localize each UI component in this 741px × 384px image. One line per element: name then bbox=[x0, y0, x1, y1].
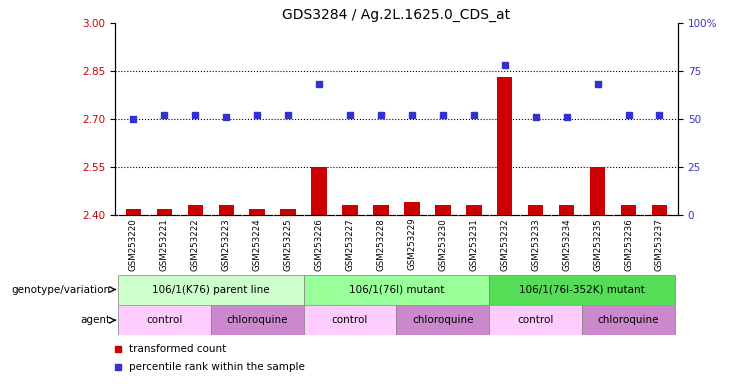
Text: transformed count: transformed count bbox=[129, 344, 226, 354]
Bar bbox=[118, 275, 304, 305]
Bar bbox=[466, 205, 482, 215]
Point bbox=[190, 112, 202, 118]
Text: GSM253227: GSM253227 bbox=[345, 218, 354, 271]
Text: GSM253233: GSM253233 bbox=[531, 218, 540, 271]
Bar bbox=[118, 305, 210, 335]
Bar bbox=[126, 209, 141, 215]
Text: percentile rank within the sample: percentile rank within the sample bbox=[129, 362, 305, 372]
Text: GSM253231: GSM253231 bbox=[469, 218, 478, 271]
Text: chloroquine: chloroquine bbox=[412, 315, 473, 325]
Point bbox=[468, 112, 479, 118]
Point bbox=[282, 112, 294, 118]
Bar bbox=[528, 205, 543, 215]
Text: 106/1(76I-352K) mutant: 106/1(76I-352K) mutant bbox=[519, 285, 645, 295]
Text: GSM253229: GSM253229 bbox=[408, 218, 416, 270]
Text: GSM253225: GSM253225 bbox=[284, 218, 293, 271]
Text: 106/1(76I) mutant: 106/1(76I) mutant bbox=[349, 285, 444, 295]
Bar bbox=[652, 205, 667, 215]
Text: control: control bbox=[146, 315, 182, 325]
Bar bbox=[156, 209, 172, 215]
Point bbox=[127, 116, 139, 122]
Bar bbox=[373, 205, 389, 215]
Point bbox=[251, 112, 263, 118]
Point bbox=[406, 112, 418, 118]
Bar bbox=[311, 167, 327, 215]
Bar bbox=[396, 305, 489, 335]
Bar bbox=[219, 205, 234, 215]
Text: chloroquine: chloroquine bbox=[227, 315, 288, 325]
Bar bbox=[342, 205, 358, 215]
Text: GSM253236: GSM253236 bbox=[624, 218, 633, 271]
Point bbox=[561, 114, 573, 120]
Text: GSM253230: GSM253230 bbox=[439, 218, 448, 271]
Point bbox=[591, 81, 603, 88]
Bar bbox=[489, 275, 675, 305]
Text: GSM253220: GSM253220 bbox=[129, 218, 138, 271]
Text: 106/1(K76) parent line: 106/1(K76) parent line bbox=[152, 285, 270, 295]
Bar bbox=[250, 209, 265, 215]
Point bbox=[654, 112, 665, 118]
Point bbox=[437, 112, 449, 118]
Text: GSM253232: GSM253232 bbox=[500, 218, 509, 271]
Point bbox=[220, 114, 232, 120]
Bar bbox=[582, 305, 675, 335]
Text: GSM253228: GSM253228 bbox=[376, 218, 385, 271]
Bar bbox=[280, 209, 296, 215]
Bar bbox=[404, 202, 419, 215]
Text: GSM253235: GSM253235 bbox=[593, 218, 602, 271]
Bar bbox=[590, 167, 605, 215]
Text: GSM253237: GSM253237 bbox=[655, 218, 664, 271]
Text: GSM253224: GSM253224 bbox=[253, 218, 262, 271]
Bar bbox=[435, 205, 451, 215]
Point bbox=[313, 81, 325, 88]
Text: GSM253221: GSM253221 bbox=[160, 218, 169, 271]
Title: GDS3284 / Ag.2L.1625.0_CDS_at: GDS3284 / Ag.2L.1625.0_CDS_at bbox=[282, 8, 511, 22]
Point bbox=[375, 112, 387, 118]
Text: control: control bbox=[332, 315, 368, 325]
Text: GSM253226: GSM253226 bbox=[315, 218, 324, 271]
Point bbox=[622, 112, 634, 118]
Text: GSM253234: GSM253234 bbox=[562, 218, 571, 271]
Text: genotype/variation: genotype/variation bbox=[11, 285, 110, 295]
Point bbox=[344, 112, 356, 118]
Text: agent: agent bbox=[80, 315, 110, 325]
Text: GSM253222: GSM253222 bbox=[190, 218, 200, 271]
Text: control: control bbox=[517, 315, 554, 325]
Bar bbox=[304, 275, 489, 305]
Text: GSM253223: GSM253223 bbox=[222, 218, 230, 271]
Point bbox=[159, 112, 170, 118]
Bar bbox=[559, 205, 574, 215]
Text: chloroquine: chloroquine bbox=[598, 315, 659, 325]
Point bbox=[530, 114, 542, 120]
Point bbox=[499, 62, 511, 68]
Bar bbox=[187, 205, 203, 215]
Bar bbox=[497, 78, 513, 215]
Bar bbox=[304, 305, 396, 335]
Bar bbox=[621, 205, 637, 215]
Bar bbox=[210, 305, 304, 335]
Bar bbox=[489, 305, 582, 335]
